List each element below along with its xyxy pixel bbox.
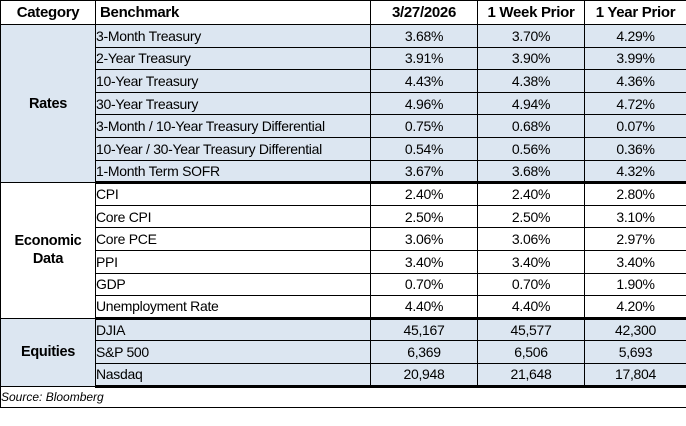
value-current: 2.50% bbox=[370, 204, 478, 229]
benchmark-cell: 30-Year Treasury bbox=[95, 91, 371, 116]
header-benchmark: Benchmark bbox=[95, 0, 371, 25]
value-current: 20,948 bbox=[370, 362, 478, 388]
value-current: 45,167 bbox=[370, 317, 478, 342]
benchmark-cell: DJIA bbox=[95, 317, 371, 342]
value-week-prior: 4.40% bbox=[477, 295, 585, 320]
value-current: 4.40% bbox=[370, 295, 478, 320]
value-year-prior: 0.36% bbox=[584, 136, 686, 161]
table-row: Economic Data CPI 2.40% 2.40% 2.80% bbox=[0, 182, 686, 319]
value-year-prior: 3.10% bbox=[584, 204, 686, 229]
value-week-prior: 6,506 bbox=[477, 340, 585, 364]
value-year-prior: 42,300 bbox=[584, 317, 686, 342]
category-cell-rates: Rates bbox=[0, 23, 96, 184]
table-row: Equities DJIA 45,167 45,577 42,300 bbox=[0, 317, 686, 387]
value-week-prior: 0.56% bbox=[477, 136, 585, 161]
benchmark-cell: 10-Year / 30-Year Treasury Differential bbox=[95, 136, 371, 161]
value-week-prior: 4.38% bbox=[477, 69, 585, 93]
table-row: 3-Month / 10-Year Treasury Differential … bbox=[1, 114, 686, 138]
value-year-prior: 3.40% bbox=[584, 249, 686, 274]
header-week-prior: 1 Week Prior bbox=[477, 0, 585, 25]
value-current: 0.70% bbox=[370, 272, 478, 297]
value-year-prior: 17,804 bbox=[584, 362, 686, 388]
table-row: GDP 0.70% 0.70% 1.90% bbox=[1, 272, 686, 297]
table-row: Core CPI 2.50% 2.50% 3.10% bbox=[1, 204, 686, 229]
table-row: Nasdaq 20,948 21,648 17,804 bbox=[1, 362, 686, 388]
value-current: 3.67% bbox=[370, 159, 478, 185]
value-year-prior: 4.20% bbox=[584, 295, 686, 320]
table-row: S&P 500 6,369 6,506 5,693 bbox=[1, 340, 686, 364]
category-cell-equities: Equities bbox=[0, 317, 96, 387]
benchmark-cell: Core CPI bbox=[95, 204, 371, 229]
value-current: 0.75% bbox=[370, 114, 478, 138]
table-row: 10-Year / 30-Year Treasury Differential … bbox=[1, 136, 686, 161]
value-week-prior: 3.68% bbox=[477, 159, 585, 185]
value-year-prior: 4.29% bbox=[584, 24, 686, 48]
benchmark-cell: 2-Year Treasury bbox=[95, 46, 371, 71]
value-week-prior: 0.68% bbox=[477, 114, 585, 138]
table-row: Rates 3-Month Treasury 3.68% 3.70% 4.29% bbox=[0, 23, 686, 184]
value-year-prior: 3.99% bbox=[584, 46, 686, 71]
benchmark-cell: GDP bbox=[95, 272, 371, 297]
value-week-prior: 21,648 bbox=[477, 362, 585, 388]
value-year-prior: 2.80% bbox=[584, 182, 686, 206]
value-year-prior: 2.97% bbox=[584, 227, 686, 251]
value-current: 2.40% bbox=[370, 182, 478, 206]
table-row: 2-Year Treasury 3.91% 3.90% 3.99% bbox=[1, 46, 686, 71]
value-week-prior: 2.50% bbox=[477, 204, 585, 229]
benchmark-cell: PPI bbox=[95, 249, 371, 274]
source-row: Source: Bloomberg bbox=[0, 385, 686, 408]
value-week-prior: 0.70% bbox=[477, 272, 585, 297]
value-week-prior: 2.40% bbox=[477, 182, 585, 206]
value-week-prior: 3.90% bbox=[477, 46, 585, 71]
table-row: Unemployment Rate 4.40% 4.40% 4.20% bbox=[1, 295, 686, 320]
value-year-prior: 4.32% bbox=[584, 159, 686, 185]
benchmark-cell: Nasdaq bbox=[95, 362, 371, 388]
value-year-prior: 5,693 bbox=[584, 340, 686, 364]
benchmark-cell: Unemployment Rate bbox=[95, 295, 371, 320]
benchmark-cell: CPI bbox=[95, 182, 371, 206]
value-year-prior: 0.07% bbox=[584, 114, 686, 138]
benchmark-cell: 1-Month Term SOFR bbox=[95, 159, 371, 185]
source-note: Source: Bloomberg bbox=[0, 385, 686, 408]
header-category: Category bbox=[0, 0, 96, 25]
value-current: 0.54% bbox=[370, 136, 478, 161]
table-row: 30-Year Treasury 4.96% 4.94% 4.72% bbox=[1, 91, 686, 116]
benchmark-cell: 3-Month Treasury bbox=[95, 24, 371, 48]
header-current-date: 3/27/2026 bbox=[370, 0, 478, 25]
value-current: 4.43% bbox=[370, 69, 478, 93]
benchmark-cell: 3-Month / 10-Year Treasury Differential bbox=[95, 114, 371, 138]
benchmark-cell: 10-Year Treasury bbox=[95, 69, 371, 93]
value-year-prior: 4.36% bbox=[584, 69, 686, 93]
value-current: 3.68% bbox=[370, 24, 478, 48]
value-week-prior: 45,577 bbox=[477, 317, 585, 342]
value-current: 3.06% bbox=[370, 227, 478, 251]
value-week-prior: 3.06% bbox=[477, 227, 585, 251]
table-row: Core PCE 3.06% 3.06% 2.97% bbox=[1, 227, 686, 251]
category-cell-economic-data: Economic Data bbox=[0, 182, 96, 319]
value-week-prior: 4.94% bbox=[477, 91, 585, 116]
value-current: 6,369 bbox=[370, 340, 478, 364]
header-row: Category Benchmark 3/27/2026 1 Week Prio… bbox=[0, 0, 686, 25]
header-year-prior: 1 Year Prior bbox=[584, 0, 686, 25]
benchmark-cell: S&P 500 bbox=[95, 340, 371, 364]
value-week-prior: 3.40% bbox=[477, 249, 585, 274]
value-current: 3.40% bbox=[370, 249, 478, 274]
value-current: 4.96% bbox=[370, 91, 478, 116]
benchmark-cell: Core PCE bbox=[95, 227, 371, 251]
benchmark-table: Category Benchmark 3/27/2026 1 Week Prio… bbox=[0, 0, 686, 408]
value-current: 3.91% bbox=[370, 46, 478, 71]
table-row: 10-Year Treasury 4.43% 4.38% 4.36% bbox=[1, 69, 686, 93]
value-year-prior: 4.72% bbox=[584, 91, 686, 116]
table-row: 1-Month Term SOFR 3.67% 3.68% 4.32% bbox=[1, 159, 686, 185]
value-year-prior: 1.90% bbox=[584, 272, 686, 297]
table-row: PPI 3.40% 3.40% 3.40% bbox=[1, 249, 686, 274]
value-week-prior: 3.70% bbox=[477, 24, 585, 48]
